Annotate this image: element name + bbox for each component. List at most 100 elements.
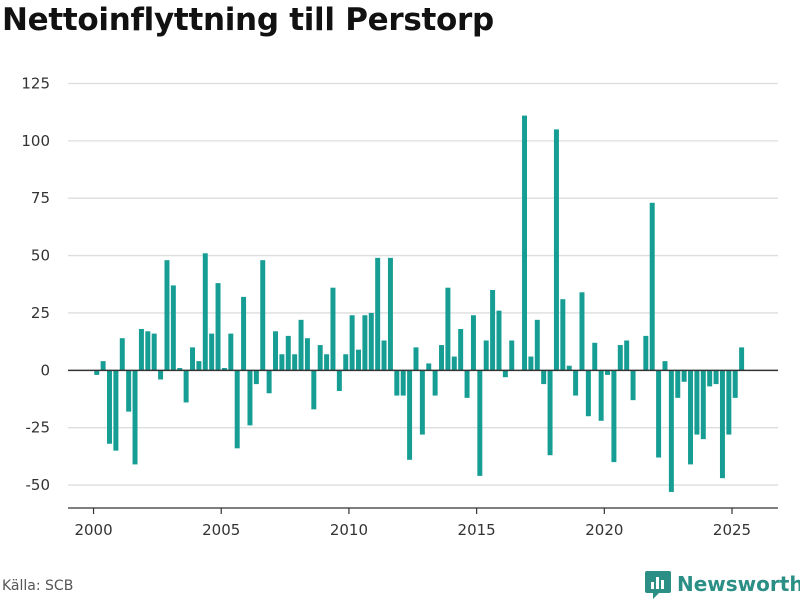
bar	[445, 287, 451, 371]
bar	[94, 370, 100, 375]
bar	[534, 319, 540, 371]
bar	[579, 292, 585, 371]
x-tick-label: 2015	[458, 521, 496, 539]
bar	[349, 315, 355, 371]
bar	[605, 370, 611, 375]
bar	[228, 333, 234, 371]
bar	[496, 310, 502, 371]
bar	[311, 370, 317, 410]
bar	[419, 370, 425, 435]
bar	[221, 368, 227, 371]
bar	[400, 370, 406, 396]
bar	[336, 370, 342, 391]
bar	[656, 370, 662, 458]
x-tick-label: 2005	[202, 521, 240, 539]
bar	[451, 356, 457, 371]
bar	[541, 370, 547, 385]
bar	[253, 370, 259, 385]
bar	[611, 370, 617, 463]
bar	[170, 285, 176, 371]
bar	[407, 370, 413, 460]
y-tick-label: 0	[40, 361, 50, 379]
bar	[209, 333, 215, 371]
x-axis-ticks: 2000 2005 2010 2015 2020 2025	[74, 508, 751, 539]
bar	[164, 260, 170, 371]
bar	[719, 370, 725, 479]
y-tick-label: 75	[31, 189, 50, 207]
bar	[522, 115, 528, 371]
chart-title: Nettoinflyttning till Perstorp	[2, 2, 494, 38]
bar	[119, 338, 125, 371]
bar	[368, 312, 374, 371]
bar	[324, 354, 330, 371]
bar	[202, 253, 208, 371]
bar	[432, 370, 438, 396]
bar	[713, 370, 719, 385]
bar	[279, 354, 285, 371]
bar	[681, 370, 687, 382]
bar	[126, 370, 132, 412]
bar	[739, 347, 745, 371]
bar	[241, 296, 247, 371]
bar	[375, 257, 381, 371]
bar	[592, 342, 598, 371]
bar	[726, 370, 732, 435]
bar	[387, 257, 393, 371]
bar	[343, 354, 349, 371]
y-tick-label: 50	[31, 247, 50, 265]
bar	[668, 370, 674, 492]
bar	[547, 370, 553, 456]
bar	[662, 361, 668, 371]
bar	[394, 370, 400, 396]
y-tick-label: -25	[26, 419, 51, 437]
bar	[356, 349, 361, 371]
bar	[470, 315, 476, 371]
bar	[362, 315, 368, 371]
bar	[317, 345, 323, 371]
bar	[439, 345, 445, 371]
bar	[509, 340, 515, 371]
bar	[553, 129, 559, 371]
bar	[707, 370, 713, 387]
bar	[617, 345, 623, 371]
bar	[675, 370, 681, 398]
bar	[732, 370, 738, 398]
bar	[483, 340, 489, 371]
bar	[560, 299, 566, 371]
y-tick-label: 100	[21, 132, 50, 150]
x-tick-label: 2010	[330, 521, 368, 539]
x-tick-label: 2020	[585, 521, 623, 539]
bar	[477, 370, 483, 476]
bar	[573, 370, 579, 396]
bar	[183, 370, 189, 403]
bar	[298, 319, 304, 371]
bar	[292, 354, 298, 371]
bar	[585, 370, 591, 417]
bar	[260, 260, 266, 371]
brand-logo[interactable]: Newsworthy	[645, 568, 800, 600]
bar	[426, 363, 432, 371]
source-note: Källa: SCB	[2, 578, 74, 594]
bar	[330, 287, 336, 371]
bar	[624, 340, 630, 371]
bar	[413, 347, 419, 371]
bar	[490, 290, 496, 371]
bar	[502, 370, 508, 378]
bar	[566, 365, 572, 371]
bar	[630, 370, 636, 401]
bar	[145, 331, 151, 371]
bar	[151, 333, 157, 371]
bar	[528, 356, 534, 371]
bar	[458, 329, 464, 371]
y-tick-label: 125	[21, 74, 50, 92]
brand-name: Newsworthy	[677, 572, 800, 596]
x-tick-label: 2025	[713, 521, 751, 539]
bar	[649, 202, 655, 371]
bar	[234, 370, 240, 449]
bar	[285, 335, 291, 371]
bar	[177, 368, 183, 371]
bar	[107, 370, 112, 444]
y-tick-label: 25	[31, 304, 50, 322]
x-tick-label: 2000	[74, 521, 112, 539]
